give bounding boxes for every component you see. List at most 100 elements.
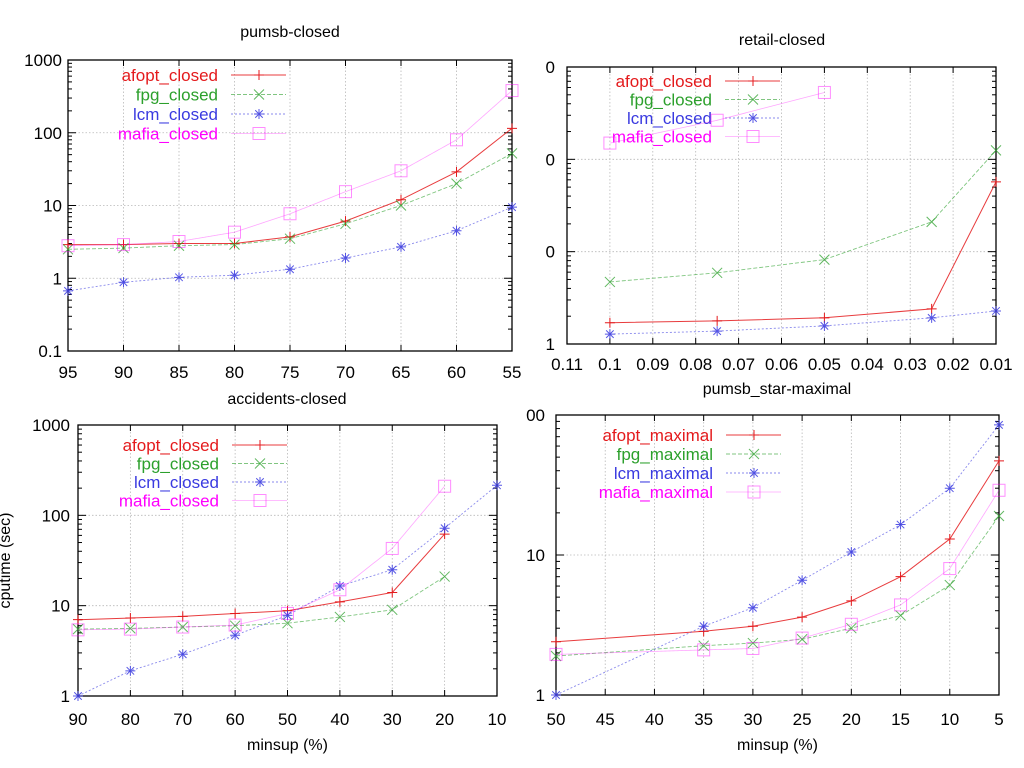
data-point (230, 630, 241, 641)
y-tick-label: 1 (61, 687, 70, 706)
data-point (334, 611, 346, 623)
data-point (551, 690, 561, 700)
data-point (282, 617, 293, 629)
data-point (229, 239, 240, 250)
series-afopt_closed (604, 176, 1001, 328)
data-point (846, 547, 857, 558)
x-tick-label: 90 (114, 363, 133, 382)
data-point (72, 623, 84, 635)
data-point (894, 598, 908, 612)
legend-marker (749, 468, 759, 478)
data-point (177, 611, 188, 622)
legend-label: lcm_closed (627, 109, 712, 128)
data-point (926, 303, 937, 314)
y-tick-label: 10 (51, 597, 70, 616)
data-point (438, 479, 452, 493)
legend-label: lcm_closed (134, 473, 219, 492)
y-tick-label: 0 (546, 150, 555, 169)
data-point (551, 636, 561, 647)
x-tick-label: 60 (226, 710, 245, 729)
data-point (71, 623, 85, 637)
data-point (73, 614, 83, 625)
series-lcm_closed (63, 202, 517, 296)
x-tick-label: 40 (645, 710, 664, 729)
x-tick-label: 0.09 (636, 355, 669, 374)
data-point (177, 621, 189, 633)
data-point (177, 649, 188, 660)
data-point (439, 523, 450, 534)
data-point (697, 643, 711, 657)
data-point (506, 148, 518, 159)
data-point (339, 185, 352, 199)
x-tick-label: 70 (336, 363, 355, 382)
x-tick-label: 70 (173, 710, 192, 729)
series-line (77, 533, 445, 621)
x-tick-label: 30 (383, 710, 402, 729)
data-point (387, 587, 398, 598)
x-tick-label: 0.02 (937, 355, 970, 374)
y-tick-label: 100 (42, 506, 70, 525)
data-point (895, 610, 906, 621)
data-point (123, 622, 137, 636)
series-line (609, 150, 997, 283)
data-point (340, 252, 351, 263)
data-point (796, 633, 808, 645)
data-point (698, 640, 710, 652)
data-point (991, 176, 1001, 187)
series-line (555, 490, 1000, 655)
data-point (395, 200, 407, 211)
legend-marker (254, 70, 264, 80)
data-point (283, 207, 297, 221)
series-line (555, 460, 1000, 643)
series-line (77, 576, 445, 630)
x-tick-label: 50 (278, 710, 297, 729)
data-point (125, 665, 136, 676)
series-mafia_closed (61, 84, 519, 253)
y-tick-label: 10 (43, 197, 62, 216)
data-point (994, 419, 1004, 430)
data-point (61, 239, 75, 253)
chart-accidents-closed: accidents-closed 90 80 70 60 50 40 30 20 10 1 10 100… (0, 391, 506, 754)
chart-pumsb_star-maximal: pumsb_star-maximal 50 45 40 35 30 25 20 15 10 5 1 10… (526, 381, 1006, 754)
series-mafia_closed (71, 479, 452, 637)
data-point (118, 242, 129, 254)
data-point (229, 238, 240, 249)
data-point (176, 620, 190, 634)
y-tick-label: 00 (526, 406, 545, 425)
legend-marker (254, 458, 266, 469)
x-tick-label: 55 (503, 363, 522, 382)
data-point (492, 480, 502, 491)
x-tick-label: 60 (447, 363, 466, 382)
data-point (943, 562, 957, 576)
data-point (334, 596, 345, 607)
data-point (994, 455, 1004, 466)
legend-marker (254, 109, 264, 119)
data-point (944, 534, 955, 545)
y-tick-label: 10 (526, 546, 545, 565)
chart-pumsb-closed: pumsb-closed 95 90 85 80 75 70 65 60 55 0.1 1 10 100 1… (24, 24, 521, 382)
data-point (990, 145, 1002, 156)
plot-frame (555, 414, 1000, 696)
x-tick-label: 80 (121, 710, 140, 729)
legend-marker (748, 76, 758, 86)
x-tick-label: 80 (225, 363, 244, 382)
y-tick-label: 0 (546, 243, 555, 262)
legend-label: fpg_closed (136, 86, 218, 105)
x-tick-label: 65 (392, 363, 411, 382)
data-point (333, 583, 347, 597)
x-tick-label: 0.08 (679, 355, 712, 374)
legend-label: lcm_closed (133, 105, 218, 124)
legend-marker (253, 89, 265, 100)
legend-marker (255, 477, 265, 487)
series-line (67, 90, 513, 247)
chart-title: accidents-closed (227, 391, 346, 408)
data-point (797, 575, 808, 586)
data-point (451, 225, 462, 236)
legend-label: mafia_maximal (599, 483, 713, 502)
data-point (817, 85, 831, 99)
legend-marker (255, 440, 265, 450)
data-point (230, 608, 241, 619)
x-tick-label: 10 (940, 710, 959, 729)
data-point (228, 618, 242, 632)
data-point (174, 272, 184, 283)
